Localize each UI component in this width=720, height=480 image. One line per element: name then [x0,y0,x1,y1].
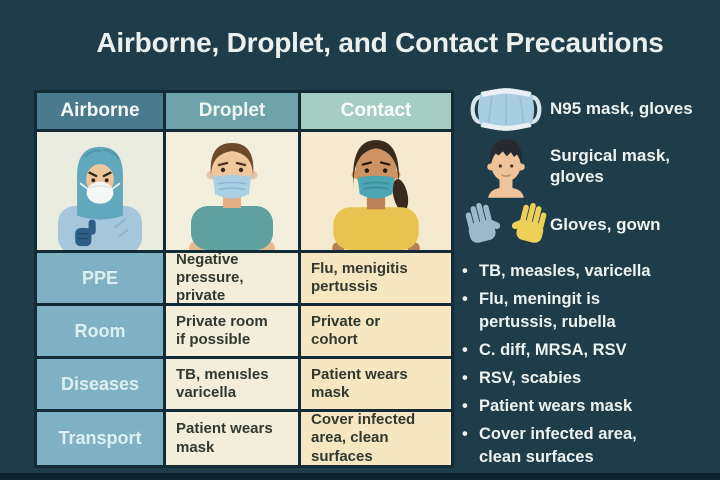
bullet-item: TB, measles, varicella [462,260,714,283]
legend-item-surgical-mask: Surgical mask, gloves [462,134,714,198]
cell-ppe-droplet: Negative pressure, private [166,253,298,303]
bullet-item: Flu, meningit is pertussis, rubella [462,288,714,334]
man-mask-figure [189,143,275,250]
row-label-transport: Transport [37,412,163,465]
droplet-man-illustration [166,132,298,250]
row-label-room: Room [37,306,163,356]
cell-room-contact: Private or cohort [301,306,451,356]
cell-transport-contact: Cover infected area, clean surfaces [301,412,451,465]
precautions-table: Airborne Droplet Contact [34,90,454,468]
row-label-ppe: PPE [37,253,163,303]
woman-mask-figure [332,140,420,250]
disease-bullet-list: TB, measles, varicella Flu, meningit is … [462,260,714,469]
contact-woman-illustration [301,132,451,250]
column-header-droplet: Droplet [166,93,298,129]
bullet-item: C. diff, MRSA, RSV [462,339,714,362]
cell-transport-droplet: Patient wears mask [166,412,298,465]
sidebar-legend: N95 mask, gloves Surgical mask, gloves [462,84,714,474]
legend-label: N95 mask, gloves [550,99,693,119]
legend-item-gloves: Gloves, gown [462,198,714,252]
cell-room-droplet: Private room if possible [166,306,298,356]
row-label-diseases: Diseases [37,359,163,409]
n95-mask-icon [462,86,550,133]
airborne-nurse-illustration [37,132,163,250]
nurse-ppe-figure [58,146,142,250]
legend-label: Gloves, gown [550,215,661,235]
bullet-item: Cover infected area, clean surfaces [462,423,714,469]
column-header-airborne: Airborne [37,93,163,129]
surgical-mask-face-icon [462,134,550,198]
bullet-item: RSV, scabies [462,367,714,390]
gloves-icon [462,199,550,251]
cell-diseases-droplet: TB, menısles varicella [166,359,298,409]
cell-diseases-contact: Patient wears mask [301,359,451,409]
column-header-contact: Contact [301,93,451,129]
bullet-item: Patient wears mask [462,395,714,418]
legend-item-n95: N95 mask, gloves [462,84,714,134]
page-title: Airborne, Droplet, and Contact Precautio… [96,27,664,58]
bottom-edge-strip [0,473,720,480]
legend-label: Surgical mask, gloves [550,145,671,186]
cell-ppe-contact: Flu, menigitis pertussis [301,253,451,303]
